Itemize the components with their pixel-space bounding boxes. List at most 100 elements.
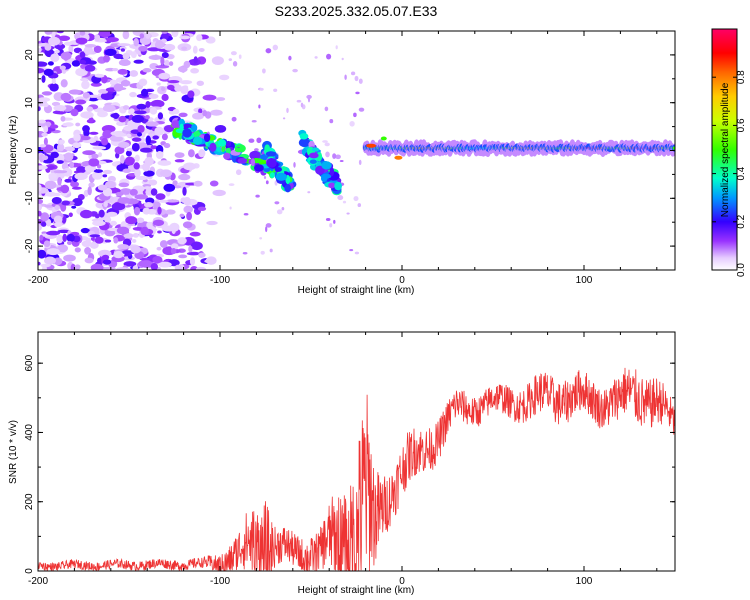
spectrogram-cell xyxy=(116,226,130,235)
spectrogram-cell xyxy=(69,161,75,169)
spectrogram-cell xyxy=(128,108,135,114)
spectrogram-cell xyxy=(234,147,244,153)
snr-y-tick-label: 600 xyxy=(24,354,35,371)
spectrogram-cell xyxy=(198,149,206,158)
spectrogram-cell xyxy=(60,92,72,102)
spectrogram-cell xyxy=(50,53,60,62)
spectrogram-cell xyxy=(94,73,105,78)
spectrogram-cell xyxy=(54,205,61,211)
spectrogram-cell xyxy=(205,256,217,265)
spectrogram-cell xyxy=(174,159,185,163)
spectrogram-cell xyxy=(152,135,160,140)
spectrogram-cell xyxy=(61,200,70,206)
spectrogram-cell xyxy=(259,87,264,91)
spectrogram-cell xyxy=(337,195,344,201)
spectrogram-y-tick-label: -20 xyxy=(24,238,35,253)
spectrogram-cell xyxy=(126,133,132,138)
spectrogram-cell xyxy=(101,137,109,146)
spectrogram-cell xyxy=(182,186,187,196)
spectrogram-cell xyxy=(169,222,180,232)
spectrogram-cell xyxy=(275,172,287,181)
spectrogram-cell xyxy=(43,125,49,133)
spectrogram-cell xyxy=(53,170,68,174)
spectrogram-cell xyxy=(308,152,319,159)
spectrogram-cell xyxy=(151,201,161,208)
spectrogram-cell xyxy=(120,154,125,164)
spectrogram-cell xyxy=(269,172,275,179)
spectrogram-cell xyxy=(142,68,152,73)
spectrogram-cell xyxy=(72,198,83,207)
spectrogram-cell xyxy=(161,133,168,141)
spectrogram-x-label: Height of straight line (km) xyxy=(298,285,415,296)
spectrogram-cell xyxy=(228,183,235,186)
spectrogram-cell xyxy=(104,216,112,223)
spectrogram-cell xyxy=(202,94,217,101)
spectrogram-cell xyxy=(136,103,147,110)
spectrogram-cell xyxy=(102,259,112,265)
spectrogram-cell xyxy=(315,165,325,175)
spectrogram-cell xyxy=(46,248,60,256)
spectrogram-cell xyxy=(159,240,168,248)
spectrogram-cell xyxy=(124,252,132,257)
spectrogram-cell xyxy=(334,181,342,191)
spectrogram-cell xyxy=(123,261,137,267)
spectrogram-cell xyxy=(50,151,59,159)
spectrogram-cell xyxy=(120,79,131,87)
spectrogram-cell xyxy=(172,108,180,115)
spectrogram-cell xyxy=(366,143,377,148)
spectrogram-cell xyxy=(258,104,261,109)
spectrogram-cell xyxy=(118,59,131,67)
spectrogram-cell xyxy=(263,175,267,180)
spectrogram-cell xyxy=(286,107,289,114)
spectrogram-cell xyxy=(122,168,132,174)
spectrogram-cell xyxy=(82,150,96,156)
spectrogram-cell xyxy=(100,92,113,101)
spectrogram-cell xyxy=(183,196,191,206)
spectrogram-cell xyxy=(190,68,200,74)
spectrogram-cell xyxy=(182,85,189,89)
spectrogram-cell xyxy=(190,241,203,251)
spectrogram-cell xyxy=(193,56,198,64)
spectrogram-cell xyxy=(282,117,286,120)
spectrogram-cell xyxy=(276,209,283,215)
spectrogram-cell xyxy=(94,34,101,42)
spectrogram-cell xyxy=(38,67,45,74)
spectrogram-cell xyxy=(129,70,139,77)
spectrogram-cell xyxy=(154,40,165,49)
spectrogram-cell xyxy=(325,151,330,158)
snr-y-ticks: 0 200 400 600 xyxy=(24,354,675,574)
spectrogram-cell xyxy=(137,124,145,133)
spectrogram-cell xyxy=(104,239,112,243)
spectrogram-cell xyxy=(90,82,102,87)
spectrogram-cell xyxy=(62,167,73,177)
spectrogram-cell xyxy=(124,156,135,166)
spectrogram-cell xyxy=(73,133,81,142)
spectrogram-cell xyxy=(174,152,185,158)
spectrogram-cell xyxy=(196,80,205,86)
spectrogram-cell xyxy=(394,155,403,160)
spectrogram-cell xyxy=(60,203,67,212)
spectrogram-cell xyxy=(131,114,145,123)
spectrogram-cell xyxy=(63,122,74,127)
spectrogram-cell xyxy=(197,206,207,212)
spectrogram-cell xyxy=(118,115,127,123)
spectrogram-cell xyxy=(314,56,318,59)
spectrogram-cell xyxy=(74,247,81,253)
spectrogram-cell xyxy=(260,250,265,255)
spectrogram-cell xyxy=(221,146,226,153)
spectrogram-cell xyxy=(92,220,106,227)
spectrogram-cell xyxy=(43,240,51,248)
spectrogram-cell xyxy=(49,83,59,92)
spectrogram-cell xyxy=(57,244,69,253)
colorbar-tick-label: 0.4 xyxy=(736,166,747,180)
spectrogram-cell xyxy=(178,254,188,259)
spectrogram-cell xyxy=(273,88,278,92)
spectrogram-cell xyxy=(136,132,143,137)
spectrogram-cell xyxy=(150,188,158,196)
spectrogram-cell xyxy=(353,196,359,202)
spectrogram-cell xyxy=(188,149,195,158)
spectrogram-cell xyxy=(249,150,261,160)
spectrogram-cell xyxy=(64,146,73,150)
spectrogram-cell xyxy=(38,203,43,211)
